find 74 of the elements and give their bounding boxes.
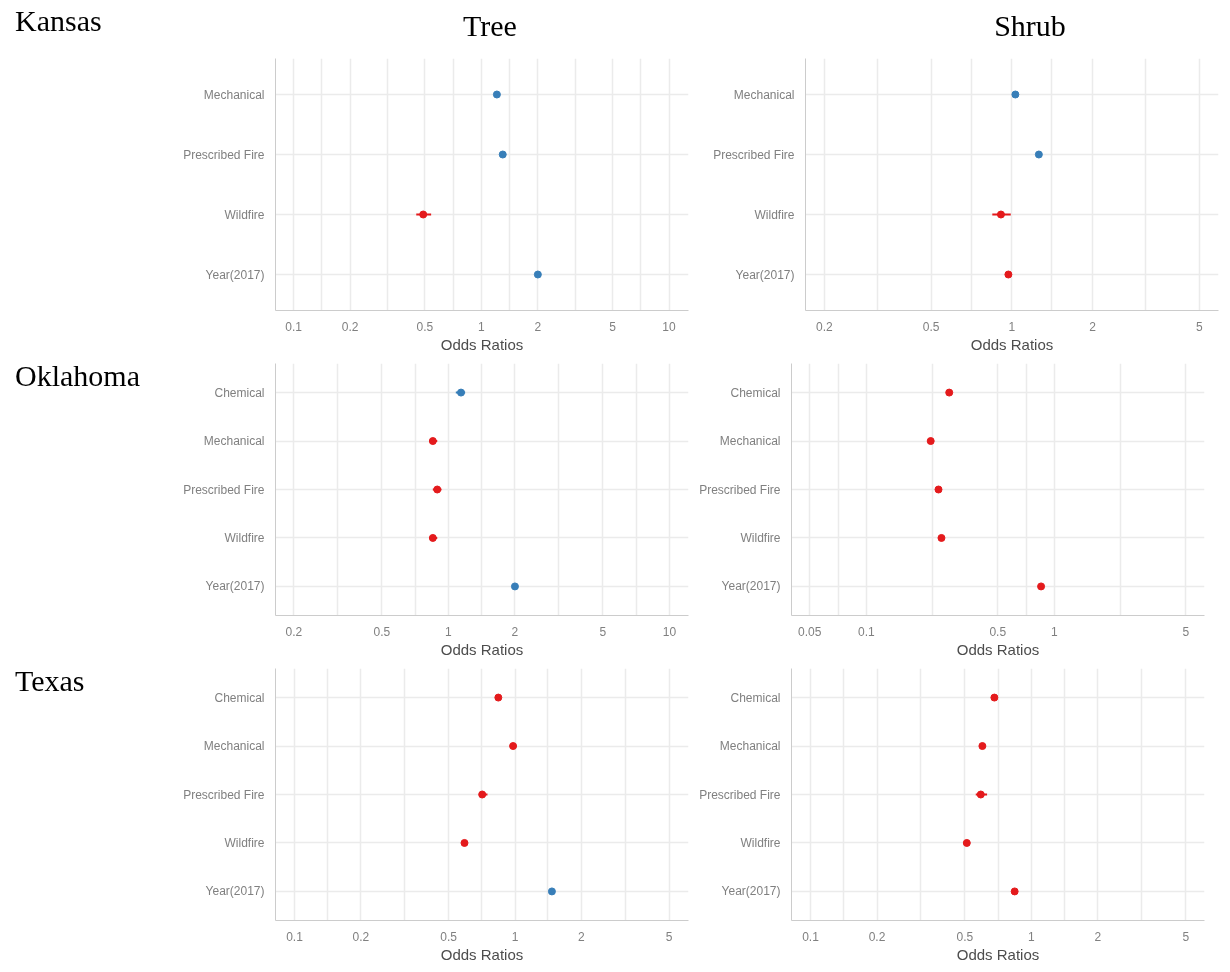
y-tick-label: Prescribed Fire [183, 787, 265, 802]
x-tick-label: 2 [1094, 929, 1102, 944]
x-tick-label: 0.5 [956, 929, 974, 944]
y-tick-label: Prescribed Fire [183, 482, 265, 497]
x-tick-label: 5 [1182, 624, 1190, 639]
x-tick-label: 5 [599, 624, 607, 639]
x-axis-title: Odds Ratios [970, 335, 1054, 353]
y-tick-label: Year(2017) [205, 267, 265, 282]
x-tick-label: 2 [511, 624, 519, 639]
y-tick-label: Prescribed Fire [713, 147, 795, 162]
y-axis-title: Kansas [15, 3, 102, 39]
x-axis-title: Odds Ratios [440, 335, 524, 353]
y-tick-label: Chemical [214, 690, 265, 705]
x-tick-label: 5 [1182, 929, 1190, 944]
x-tick-label: 0.1 [802, 929, 820, 944]
x-tick-label: 0.5 [440, 929, 458, 944]
x-tick-label: 0.2 [868, 929, 886, 944]
y-tick-label: Wildfire [754, 207, 795, 222]
x-tick-label: 0.1 [285, 319, 303, 334]
x-tick-label: 1 [511, 929, 519, 944]
x-tick-label: 0.05 [798, 624, 822, 639]
x-axis-title: Odds Ratios [440, 640, 524, 658]
y-tick-label: Prescribed Fire [699, 787, 781, 802]
chart-title: Tree [463, 8, 517, 44]
x-tick-label: 0.1 [286, 929, 304, 944]
x-tick-label: 0.5 [416, 319, 434, 334]
y-tick-label: Mechanical [203, 739, 265, 754]
x-tick-label: 5 [609, 319, 617, 334]
x-tick-label: 0.1 [857, 624, 875, 639]
x-tick-label: 1 [1051, 624, 1058, 639]
y-tick-label: Mechanical [203, 87, 265, 102]
y-tick-label: Year(2017) [721, 579, 781, 594]
x-tick-label: 5 [665, 929, 673, 944]
y-axis-title: Oklahoma [15, 358, 140, 394]
x-tick-label: 1 [1008, 319, 1016, 334]
y-tick-label: Wildfire [740, 835, 781, 850]
y-axis-title: Texas [15, 663, 85, 699]
y-tick-label: Prescribed Fire [699, 482, 781, 497]
y-tick-label: Year(2017) [205, 579, 265, 594]
x-tick-label: 1 [478, 319, 486, 334]
x-axis-title: Odds Ratios [956, 640, 1040, 658]
y-tick-label: Chemical [730, 385, 781, 400]
x-axis-title: Odds Ratios [440, 945, 524, 963]
y-tick-label: Year(2017) [205, 884, 265, 899]
x-tick-label: 0.2 [285, 624, 303, 639]
x-tick-label: 0.5 [989, 624, 1007, 639]
x-tick-label: 0.2 [816, 319, 834, 334]
y-tick-label: Mechanical [719, 434, 781, 449]
chart-title: Shrub [994, 8, 1066, 44]
x-tick-label: 10 [662, 319, 677, 334]
y-tick-label: Prescribed Fire [183, 147, 265, 162]
x-tick-label: 1 [445, 624, 453, 639]
x-tick-label: 0.2 [341, 319, 359, 334]
x-tick-label: 1 [1028, 929, 1036, 944]
x-tick-label: 10 [662, 624, 677, 639]
y-tick-label: Mechanical [733, 87, 795, 102]
x-tick-label: 0.5 [373, 624, 391, 639]
x-tick-label: 5 [1196, 319, 1204, 334]
x-tick-label: 2 [1089, 319, 1097, 334]
y-tick-label: Mechanical [203, 434, 265, 449]
y-tick-label: Wildfire [224, 835, 265, 850]
y-tick-label: Wildfire [740, 530, 781, 545]
y-tick-label: Year(2017) [721, 884, 781, 899]
y-tick-label: Mechanical [719, 739, 781, 754]
y-tick-label: Chemical [730, 690, 781, 705]
y-tick-label: Wildfire [224, 207, 265, 222]
x-tick-label: 0.2 [352, 929, 370, 944]
y-tick-label: Wildfire [224, 530, 265, 545]
y-tick-label: Year(2017) [735, 267, 795, 282]
x-tick-label: 2 [578, 929, 586, 944]
y-tick-label: Chemical [214, 385, 265, 400]
x-tick-label: 0.5 [922, 319, 940, 334]
x-axis-title: Odds Ratios [956, 945, 1040, 963]
x-tick-label: 2 [534, 319, 542, 334]
